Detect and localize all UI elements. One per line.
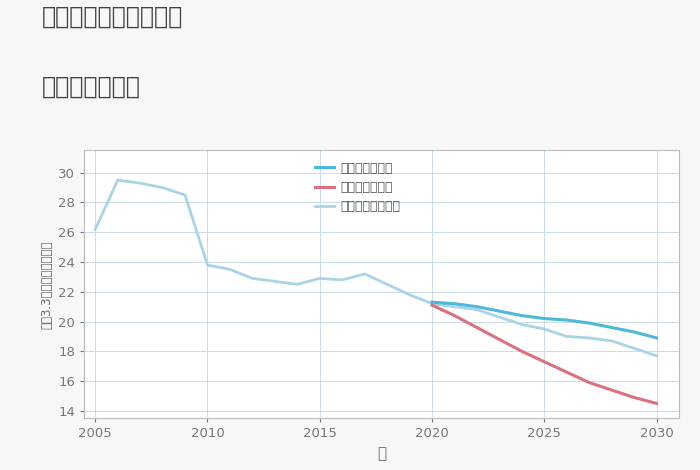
X-axis label: 年: 年 [377,446,386,461]
Legend: グッドシナリオ, バッドシナリオ, ノーマルシナリオ: グッドシナリオ, バッドシナリオ, ノーマルシナリオ [310,157,405,218]
Text: 土地の価格推移: 土地の価格推移 [42,75,141,99]
Y-axis label: 坪（3.3㎡）単価（万円）: 坪（3.3㎡）単価（万円） [41,240,54,329]
Text: 千葉県館山市西川名の: 千葉県館山市西川名の [42,5,183,29]
